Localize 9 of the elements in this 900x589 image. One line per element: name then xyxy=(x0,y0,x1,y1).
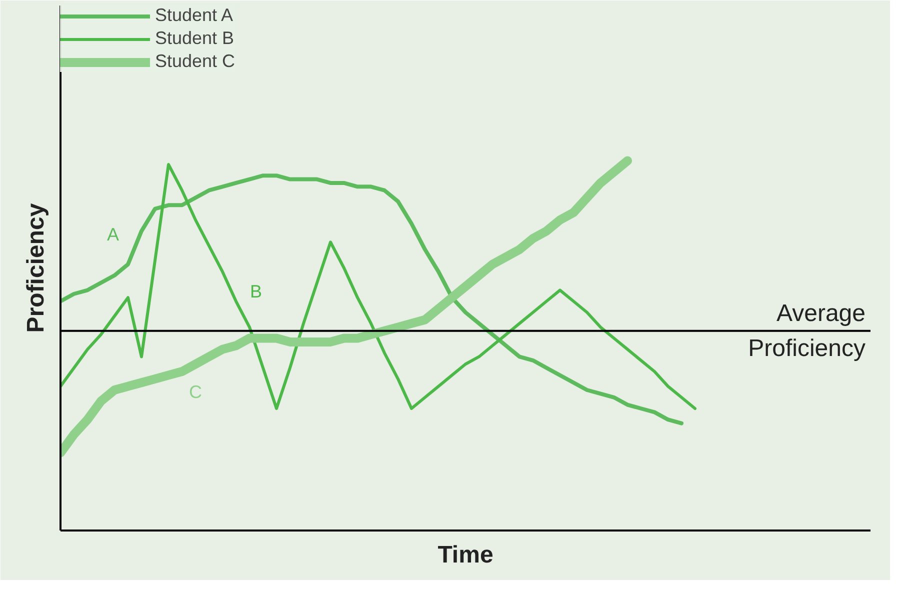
x-axis-title: Time xyxy=(438,542,494,568)
annotation: B xyxy=(250,281,262,302)
legend-label: Student B xyxy=(155,28,234,49)
y-axis-title: Proficiency xyxy=(22,202,50,333)
ref-line-label: Average Proficiency xyxy=(748,300,866,362)
legend-label: Student A xyxy=(155,5,234,26)
legend-label: Student C xyxy=(155,51,236,72)
annotation: A xyxy=(106,224,120,244)
annotation: C xyxy=(189,382,202,402)
